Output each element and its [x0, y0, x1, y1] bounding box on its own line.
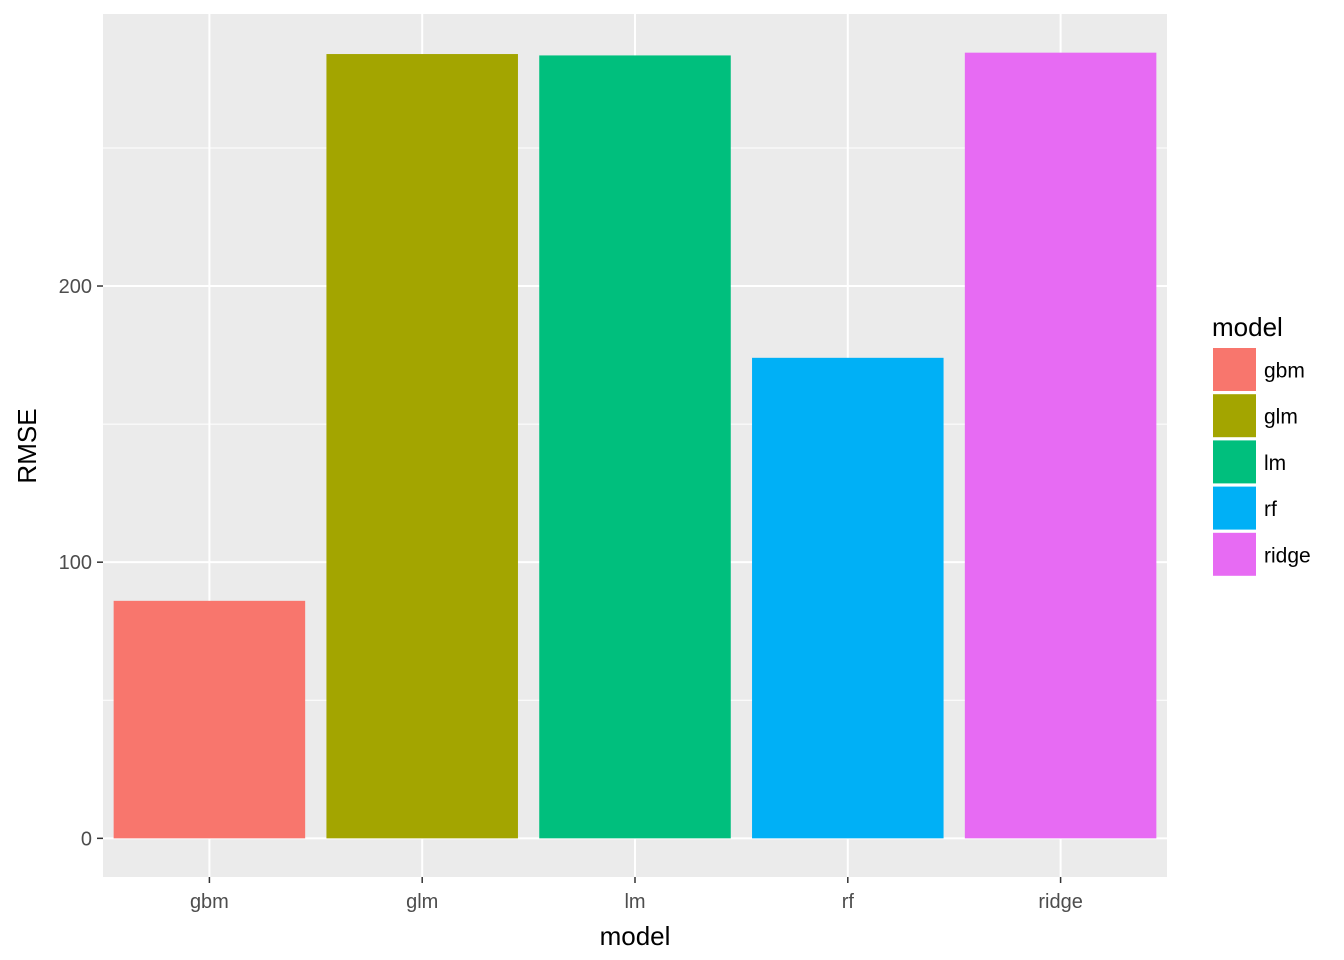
legend-key-rf — [1213, 486, 1256, 530]
x-tick-label: gbm — [190, 891, 229, 913]
legend-label-lm: lm — [1264, 452, 1286, 475]
x-axis-title: model — [600, 921, 671, 951]
legend: model gbm glm lm rf ridge — [1212, 312, 1311, 576]
y-axis: 0 100 200 — [59, 276, 103, 850]
legend-label-ridge: ridge — [1264, 544, 1311, 567]
y-tick-label: 200 — [59, 276, 92, 298]
legend-label-glm: glm — [1264, 406, 1298, 429]
bar-rf — [752, 357, 944, 839]
y-tick-label: 0 — [81, 828, 92, 850]
bars — [113, 52, 1157, 839]
legend-label-rf: rf — [1264, 498, 1277, 521]
y-axis-title: RMSE — [12, 408, 42, 483]
x-axis: gbm glm lm rf ridge — [190, 877, 1083, 913]
x-tick-label: lm — [624, 891, 645, 913]
x-tick-label: rf — [842, 891, 855, 913]
x-tick-label: glm — [406, 891, 438, 913]
legend-key-ridge — [1213, 532, 1256, 576]
legend-title: model — [1212, 312, 1283, 342]
legend-label-gbm: gbm — [1264, 360, 1305, 383]
bar-gbm — [113, 600, 306, 839]
legend-key-lm — [1213, 440, 1256, 484]
bar-ridge — [964, 52, 1157, 839]
bar-glm — [326, 54, 518, 839]
legend-key-gbm — [1213, 348, 1256, 391]
bar-lm — [539, 55, 731, 839]
legend-key-glm — [1213, 394, 1256, 438]
x-tick-label: ridge — [1038, 891, 1082, 913]
y-tick-label: 100 — [59, 552, 92, 574]
